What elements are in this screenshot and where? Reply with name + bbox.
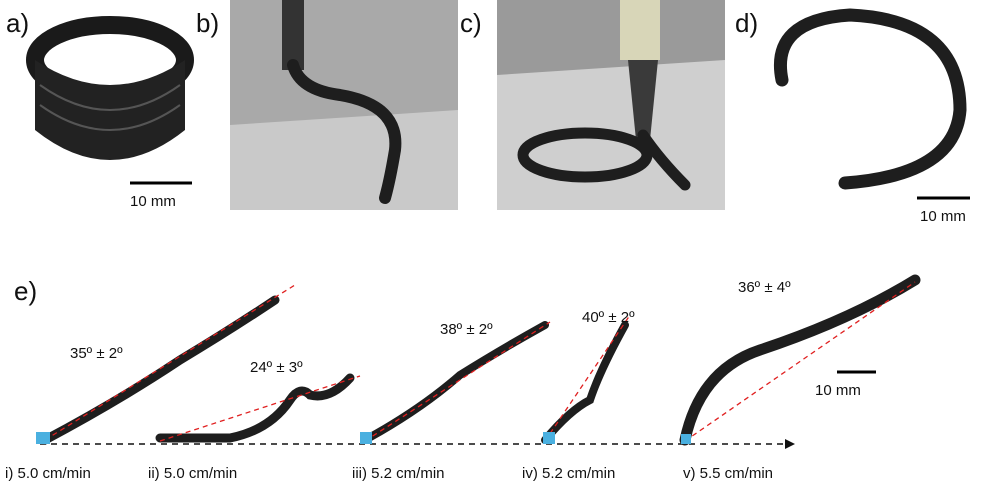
panel-label: b): [196, 8, 219, 38]
angle-line: [545, 315, 630, 441]
base: [681, 434, 691, 444]
panel-e: e) 35º ± 2º 24º ± 3º 38º ± 2º 40º ± 2º 3…: [5, 276, 915, 482]
panel-label: a): [6, 8, 29, 38]
panel-label: c): [460, 8, 482, 38]
scale-text: 10 mm: [130, 193, 176, 210]
speed-text: ii) 5.0 cm/min: [148, 465, 237, 482]
scale-text: 10 mm: [815, 382, 861, 399]
scale-text: 10 mm: [920, 208, 966, 225]
panel-d: 10 mm d): [735, 8, 970, 225]
angle-text: 24º ± 3º: [250, 359, 303, 376]
panel-a: 10 mm a): [6, 8, 192, 210]
panel-label: d): [735, 8, 758, 38]
angle-text: 35º ± 2º: [70, 345, 123, 362]
arrowhead: [785, 439, 795, 449]
angle-text: 36º ± 4º: [738, 279, 791, 296]
panel-label: e): [14, 276, 37, 306]
base: [360, 432, 372, 444]
filament: [685, 280, 915, 440]
filament: [160, 378, 350, 438]
filament-arc: [780, 15, 960, 183]
panel-b: b): [196, 0, 458, 210]
panel-c: c): [460, 0, 725, 210]
angle-line: [685, 282, 915, 441]
angle-text: 40º ± 2º: [582, 309, 635, 326]
figure: 10 mm a) b) c) 10 mm d) e): [0, 0, 987, 491]
angle-text: 38º ± 2º: [440, 321, 493, 338]
speed-text: iv) 5.2 cm/min: [522, 465, 615, 482]
base: [543, 432, 555, 444]
background: [230, 0, 458, 125]
speed-text: v) 5.5 cm/min: [683, 465, 773, 482]
speed-text: iii) 5.2 cm/min: [352, 465, 445, 482]
holder: [620, 0, 660, 60]
base: [36, 432, 50, 444]
speed-text: i) 5.0 cm/min: [5, 465, 91, 482]
